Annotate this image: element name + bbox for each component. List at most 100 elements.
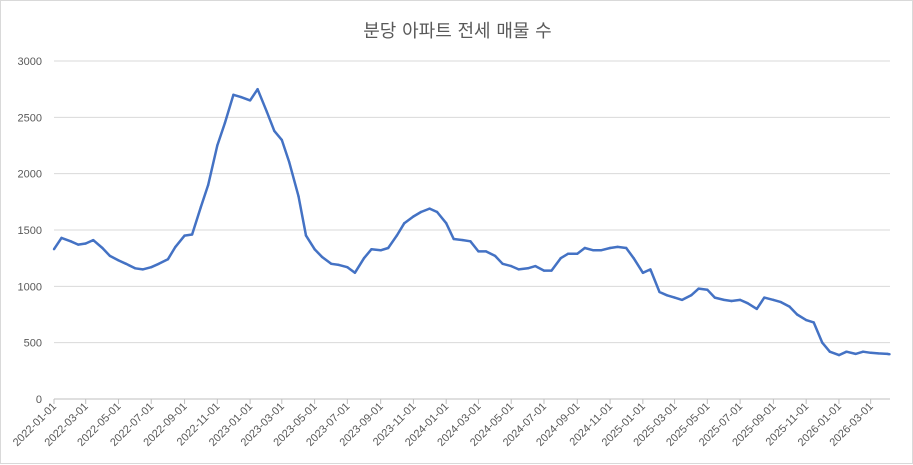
y-tick-label: 1000	[18, 281, 42, 293]
data-point	[763, 296, 766, 299]
data-point	[117, 259, 120, 262]
data-point	[174, 245, 177, 249]
data-point	[755, 307, 758, 311]
data-point	[861, 350, 865, 353]
data-point	[428, 207, 431, 210]
data-point	[779, 300, 783, 304]
data-point	[658, 290, 661, 294]
data-point	[256, 88, 259, 91]
data-point	[223, 121, 227, 125]
data-point	[592, 249, 595, 252]
data-point	[477, 250, 480, 253]
data-point	[183, 234, 186, 237]
data-point	[141, 268, 144, 271]
data-point	[330, 262, 333, 265]
data-point	[288, 161, 291, 164]
data-point	[877, 352, 880, 355]
y-tick-label: 1500	[18, 225, 42, 237]
data-point	[216, 144, 219, 147]
data-point	[60, 236, 63, 240]
data-point	[435, 210, 439, 214]
data-point	[346, 266, 349, 269]
data-point	[166, 258, 170, 261]
data-point	[772, 298, 775, 302]
data-point	[297, 195, 300, 198]
data-point	[795, 313, 799, 316]
data-point	[805, 318, 808, 322]
data-point	[77, 243, 80, 246]
data-point	[362, 257, 366, 260]
data-point	[886, 352, 889, 356]
data-point	[484, 250, 488, 253]
data-point	[680, 298, 684, 302]
data-point	[387, 246, 390, 250]
data-point	[608, 246, 612, 250]
data-point	[124, 262, 128, 265]
data-point	[133, 267, 137, 270]
data-point	[722, 298, 726, 302]
data-point	[869, 351, 872, 354]
data-point	[337, 263, 340, 267]
series-line	[52, 87, 890, 357]
data-point	[419, 210, 423, 214]
data-point	[69, 240, 72, 243]
data-point	[84, 242, 87, 245]
gridlines	[54, 60, 890, 344]
y-tick-label: 2500	[18, 112, 42, 124]
data-point	[493, 254, 497, 258]
data-point	[649, 268, 652, 271]
data-point	[812, 321, 815, 324]
data-point	[52, 248, 56, 251]
data-point	[353, 271, 357, 274]
data-point	[526, 267, 530, 270]
data-point	[461, 238, 465, 242]
data-point	[157, 262, 160, 265]
data-point	[108, 254, 112, 258]
data-point	[706, 288, 709, 291]
data-point	[150, 266, 153, 269]
data-point	[730, 299, 733, 303]
data-point	[550, 269, 553, 272]
data-point	[265, 110, 268, 113]
data-point	[445, 222, 448, 225]
data-point	[854, 352, 857, 356]
data-point	[821, 341, 824, 344]
data-point	[632, 257, 635, 260]
data-point	[370, 248, 373, 251]
data-point	[788, 305, 791, 308]
data-point	[837, 353, 841, 357]
data-point	[313, 248, 316, 251]
data-point	[101, 246, 104, 250]
data-point	[845, 350, 848, 353]
data-point	[232, 93, 235, 97]
data-point	[395, 234, 398, 237]
data-point	[517, 268, 520, 271]
y-tick-label: 500	[24, 338, 42, 350]
data-point	[625, 246, 628, 250]
data-point	[746, 302, 749, 305]
data-point	[248, 99, 252, 102]
y-tick-label: 0	[36, 394, 42, 406]
data-point	[403, 222, 406, 225]
y-tick-label: 3000	[18, 56, 42, 68]
data-point	[673, 296, 676, 299]
data-point	[641, 271, 645, 274]
series	[52, 87, 891, 357]
data-point	[510, 264, 513, 268]
data-point	[583, 246, 586, 250]
data-point	[239, 95, 243, 99]
data-point	[576, 252, 579, 255]
data-point	[690, 294, 693, 297]
data-point	[559, 257, 562, 260]
data-point	[501, 262, 504, 265]
data-point	[713, 296, 716, 299]
data-point	[697, 287, 700, 290]
y-axis-tick-labels: 0 500 1000 1500 2000 2500 3000	[18, 56, 42, 406]
data-point	[273, 129, 276, 133]
data-point	[469, 240, 472, 243]
data-point	[738, 298, 742, 302]
chart-title: 분당 아파트 전세 매물 수	[363, 21, 552, 42]
data-point	[304, 234, 308, 237]
data-point	[534, 264, 537, 268]
